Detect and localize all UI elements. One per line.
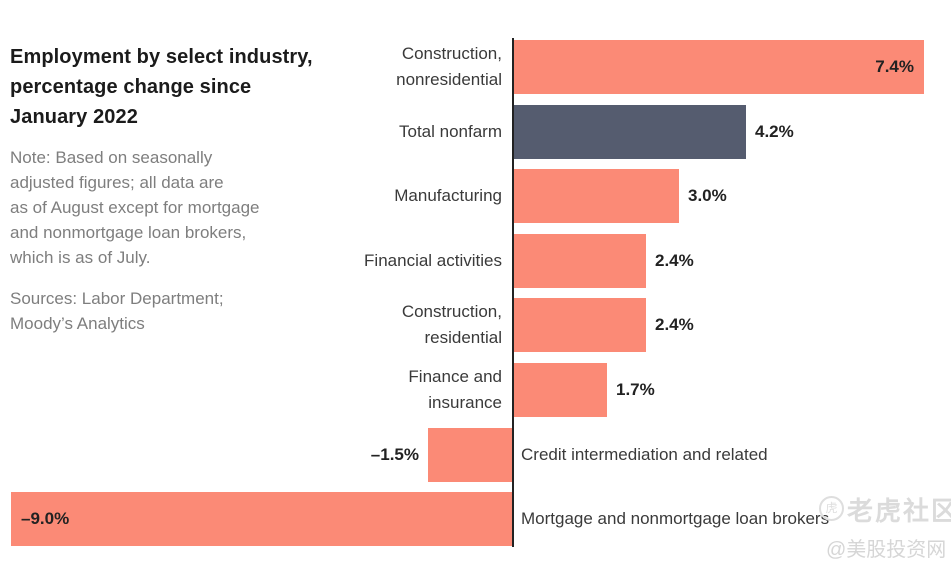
bar-value-label: 3.0%: [688, 186, 727, 205]
watermark-community-text: 老虎社区: [847, 496, 951, 526]
tiger-logo-icon: 虎: [819, 496, 844, 521]
bar-category-label: Total nonfarm: [399, 122, 502, 141]
bar-3: [512, 169, 679, 223]
bar-value-label: 7.4%: [875, 57, 914, 76]
bar-4: [512, 234, 646, 288]
chart-title: Employment by select industry, percentag…: [10, 46, 313, 128]
zero-axis-line: [512, 38, 514, 547]
bar-category-label: Mortgage and nonmortgage loan brokers: [521, 509, 830, 528]
bar-6: [512, 363, 607, 417]
bar-value-label: 2.4%: [655, 315, 694, 334]
bar-1: [512, 40, 924, 94]
bar-category-label: Construction, residential: [401, 302, 502, 347]
chart-note: Note: Based on seasonally adjusted figur…: [10, 148, 260, 267]
bar-7: [428, 428, 512, 482]
bar-category-label: Financial activities: [364, 251, 502, 270]
bar-value-label: –1.5%: [370, 445, 419, 464]
bar-2: [512, 105, 746, 159]
bar-category-label: Manufacturing: [394, 186, 502, 205]
bar-category-label: Credit intermediation and related: [521, 445, 768, 464]
chart-sources: Sources: Labor Department; Moody’s Analy…: [10, 289, 224, 333]
bar-value-label: –9.0%: [21, 509, 70, 528]
bar-value-label: 2.4%: [655, 251, 694, 270]
bar-8: [11, 492, 512, 546]
bar-value-label: 1.7%: [616, 380, 655, 399]
bar-category-label: Finance and insurance: [408, 367, 502, 412]
bar-5: [512, 298, 646, 352]
watermark-handle-text: @美股投资网: [826, 539, 947, 561]
bar-value-label: 4.2%: [755, 122, 794, 141]
bar-category-label: Construction, nonresidential: [396, 44, 502, 89]
